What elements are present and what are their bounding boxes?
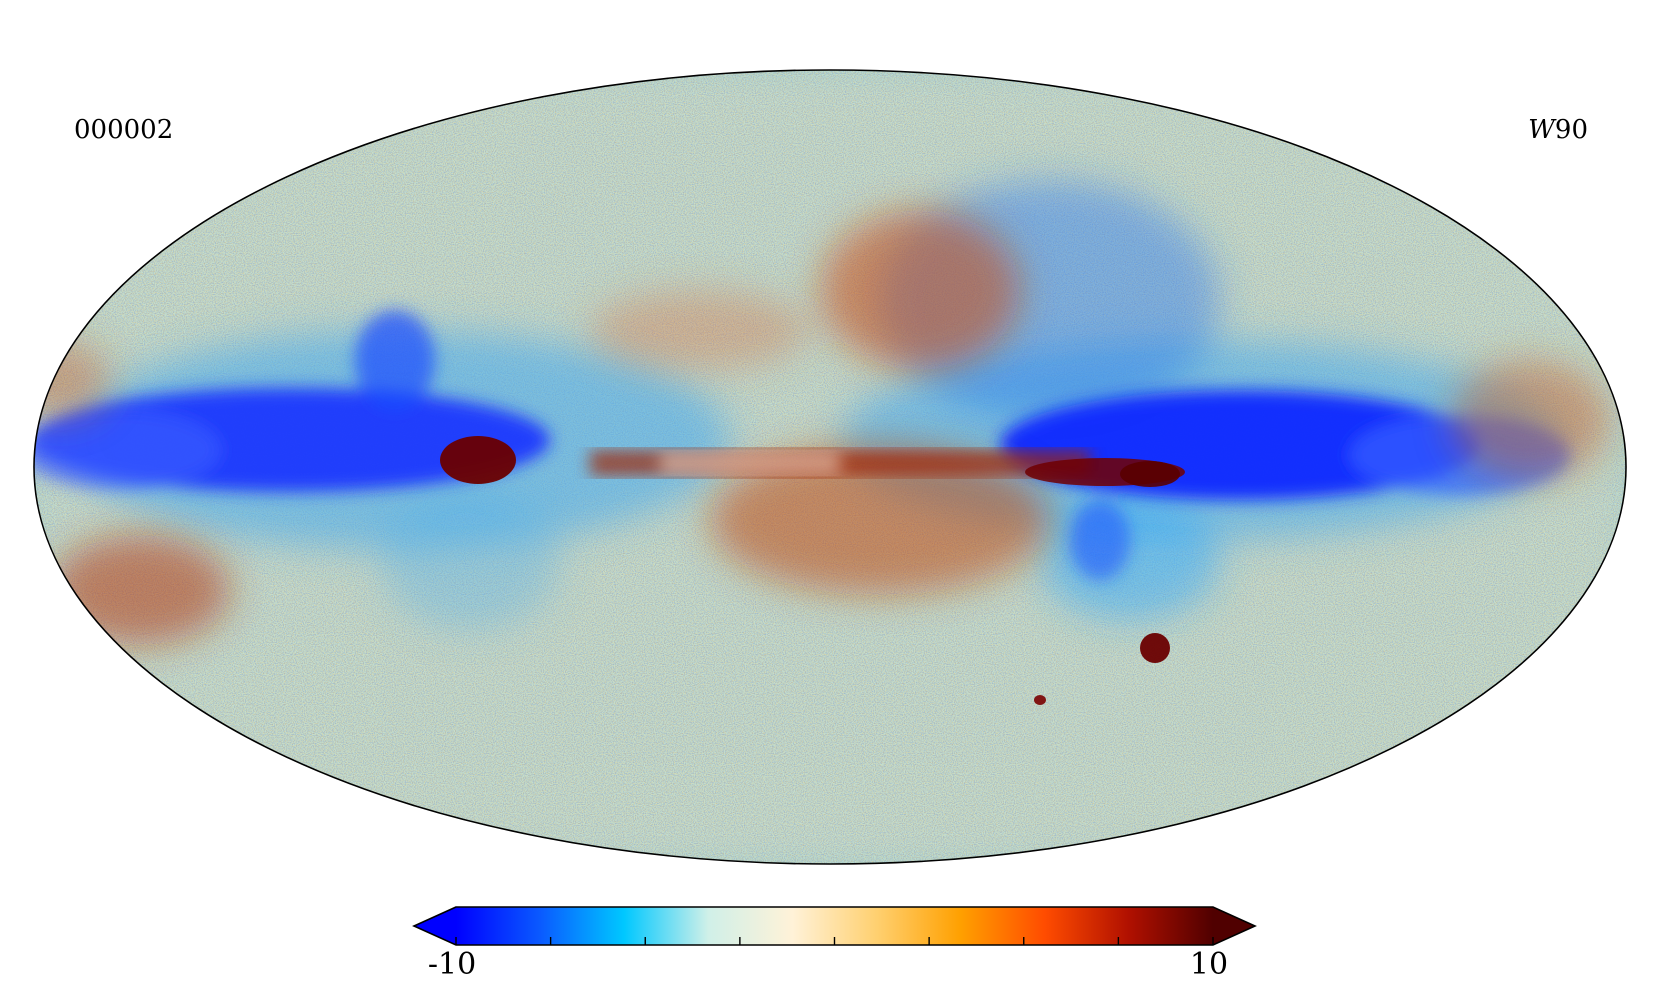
colorbar-ticks	[455, 937, 1214, 945]
colorbar-max-label: 10	[1189, 947, 1229, 982]
warm-lobes	[34, 210, 1610, 645]
band-label-number: 90	[1554, 115, 1588, 145]
colorbar-extend-max	[1213, 907, 1255, 945]
colorbar	[412, 906, 1257, 946]
band-label-letter: W	[1528, 115, 1555, 145]
central-red-band	[440, 436, 1185, 705]
colorbar-min-label: -10	[427, 947, 477, 982]
map-id-label: 000002	[74, 115, 174, 145]
band-label: W90	[1528, 117, 1588, 143]
colorbar-extend-min	[414, 907, 456, 945]
map-boundary	[33, 69, 1627, 865]
mollweide-map	[34, 70, 1626, 864]
